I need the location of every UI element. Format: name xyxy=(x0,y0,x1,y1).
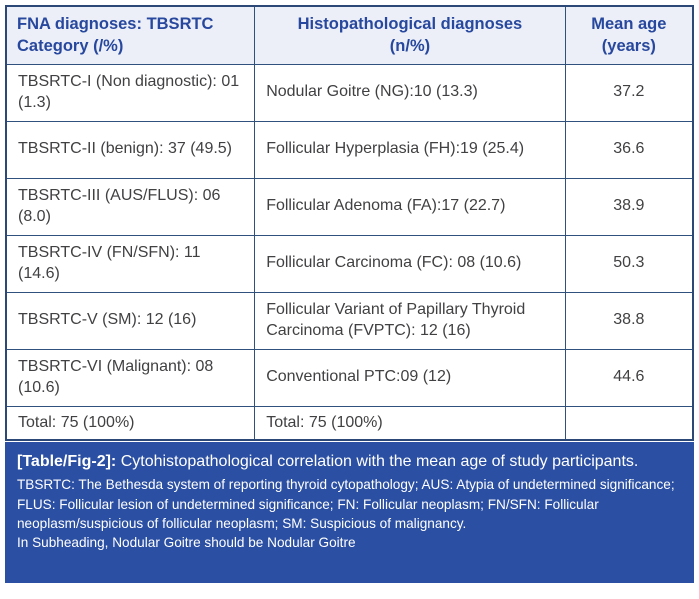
total-row: Total: 75 (100%) Total: 75 (100%) xyxy=(5,405,694,441)
age-cell: 36.6 xyxy=(564,120,694,179)
caption-abbreviation-notes: TBSRTC: The Bethesda system of reporting… xyxy=(17,475,682,552)
note-line: In Subheading, Nodular Goitre should be … xyxy=(17,535,356,551)
age-cell: 38.9 xyxy=(564,177,694,236)
histo-cell: Conventional PTC:09 (12) xyxy=(254,348,566,407)
caption-label: [Table/Fig-2]: xyxy=(17,453,117,471)
histo-cell: Follicular Variant of Papillary Thyroid … xyxy=(254,291,566,350)
total-fna-cell: Total: 75 (100%) xyxy=(5,405,256,441)
column-header-fna-diagnoses: FNA diagnoses: TBSRTC Category (/%) xyxy=(5,5,256,65)
age-cell: 38.8 xyxy=(564,291,694,350)
total-histo-cell: Total: 75 (100%) xyxy=(254,405,566,441)
figure-caption: [Table/Fig-2]: Cytohistopathological cor… xyxy=(5,442,694,584)
caption-text: Cytohistopathological correlation with t… xyxy=(120,453,639,471)
table-body: TBSRTC-I (Non diagnostic): 01 (1.3) Nodu… xyxy=(5,63,694,441)
age-cell: 50.3 xyxy=(564,234,694,293)
table-row: TBSRTC-VI (Malignant): 08 (10.6) Convent… xyxy=(5,348,694,407)
fna-cell: TBSRTC-III (AUS/FLUS): 06 (8.0) xyxy=(5,177,256,236)
table-row: TBSRTC-IV (FN/SFN): 11 (14.6) Follicular… xyxy=(5,234,694,293)
histo-cell: Follicular Hyperplasia (FH):19 (25.4) xyxy=(254,120,566,179)
caption-title: [Table/Fig-2]: Cytohistopathological cor… xyxy=(17,451,682,472)
column-header-mean-age: Mean age (years) xyxy=(564,5,694,65)
table-row: TBSRTC-I (Non diagnostic): 01 (1.3) Nodu… xyxy=(5,63,694,122)
histo-cell: Follicular Carcinoma (FC): 08 (10.6) xyxy=(254,234,566,293)
fna-cell: TBSRTC-IV (FN/SFN): 11 (14.6) xyxy=(5,234,256,293)
histo-cell: Follicular Adenoma (FA):17 (22.7) xyxy=(254,177,566,236)
histo-cell: Nodular Goitre (NG):10 (13.3) xyxy=(254,63,566,122)
fna-cell: TBSRTC-I (Non diagnostic): 01 (1.3) xyxy=(5,63,256,122)
age-cell: 44.6 xyxy=(564,348,694,407)
age-cell: 37.2 xyxy=(564,63,694,122)
total-age-cell xyxy=(564,405,694,441)
table-header: FNA diagnoses: TBSRTC Category (/%) Hist… xyxy=(5,5,694,65)
column-header-histopathological: Histopathological diagnoses (n/%) xyxy=(254,5,566,65)
correlation-table: FNA diagnoses: TBSRTC Category (/%) Hist… xyxy=(5,5,694,442)
fna-cell: TBSRTC-II (benign): 37 (49.5) xyxy=(5,120,256,179)
note-line: TBSRTC: The Bethesda system of reporting… xyxy=(17,477,675,531)
fna-cell: TBSRTC-V (SM): 12 (16) xyxy=(5,291,256,350)
table-row: TBSRTC-III (AUS/FLUS): 06 (8.0) Follicul… xyxy=(5,177,694,236)
table-row: TBSRTC-V (SM): 12 (16) Follicular Varian… xyxy=(5,291,694,350)
header-row: FNA diagnoses: TBSRTC Category (/%) Hist… xyxy=(5,5,694,65)
fna-cell: TBSRTC-VI (Malignant): 08 (10.6) xyxy=(5,348,256,407)
table-figure: FNA diagnoses: TBSRTC Category (/%) Hist… xyxy=(5,5,694,584)
table-row: TBSRTC-II (benign): 37 (49.5) Follicular… xyxy=(5,120,694,179)
